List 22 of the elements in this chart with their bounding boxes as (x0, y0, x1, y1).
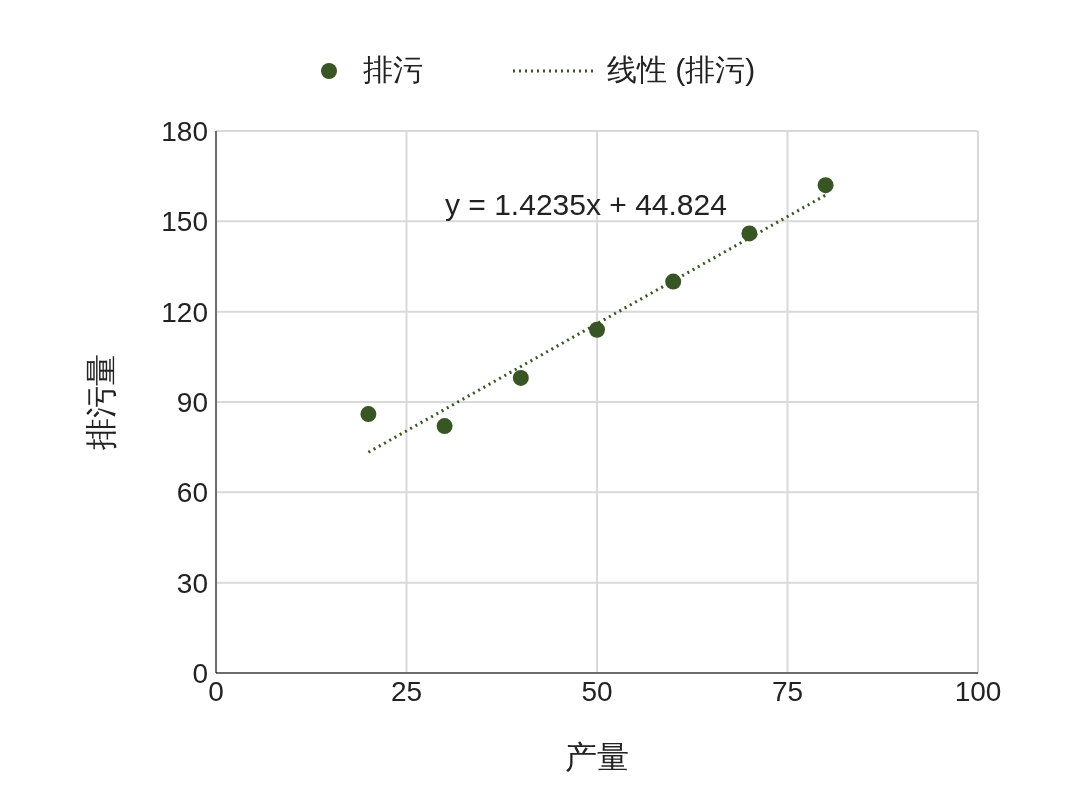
y-axis-title: 排污量 (83, 354, 120, 450)
point (436, 418, 453, 435)
annotation: y = 1.4235x + 44.824 (445, 188, 727, 222)
point (665, 273, 682, 290)
y-tick-label: 120 (161, 296, 208, 328)
point (817, 177, 834, 194)
y-tick-label: 30 (176, 567, 208, 599)
legend-label: 排污 (362, 52, 423, 88)
point (741, 225, 758, 242)
point (512, 369, 529, 386)
y-tick-label: 90 (176, 386, 208, 418)
x-tick-label: 100 (954, 675, 1002, 707)
legend-label: 线性 (排污) (606, 52, 756, 88)
y-tick-label: 60 (176, 477, 208, 509)
point (360, 406, 377, 423)
x-tick-label: 25 (390, 675, 423, 707)
y-tick-label: 150 (161, 206, 208, 238)
x-axis-title: 产量 (565, 739, 629, 775)
x-tick-label: 50 (581, 675, 613, 707)
y-tick-label: 180 (161, 115, 208, 147)
point (589, 321, 605, 338)
x-tick-label: 75 (771, 675, 804, 707)
